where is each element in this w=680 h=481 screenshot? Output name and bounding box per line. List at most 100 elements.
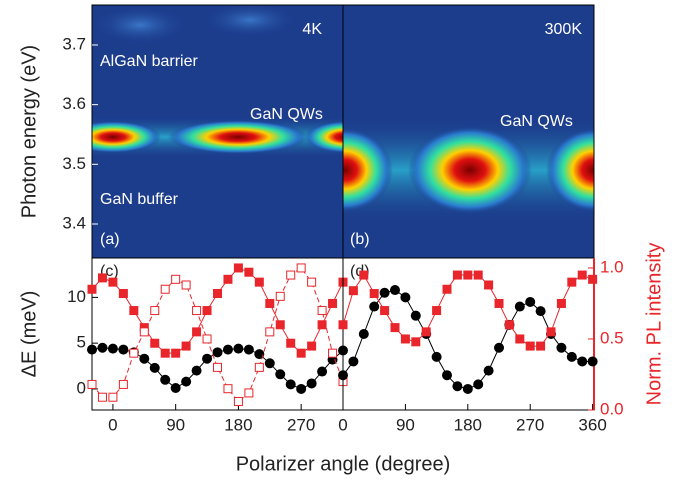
marker bbox=[160, 284, 170, 294]
marker bbox=[494, 298, 504, 308]
marker bbox=[317, 306, 327, 316]
marker bbox=[264, 358, 275, 369]
marker bbox=[87, 379, 97, 389]
marker bbox=[577, 356, 588, 367]
marker bbox=[118, 344, 129, 355]
marker bbox=[222, 344, 233, 355]
marker bbox=[170, 383, 181, 394]
marker bbox=[296, 263, 306, 273]
marker bbox=[400, 292, 411, 303]
marker bbox=[244, 388, 254, 398]
y-tick-label: 5 bbox=[77, 333, 86, 352]
marker bbox=[97, 273, 107, 283]
marker bbox=[285, 379, 296, 390]
marker bbox=[432, 306, 442, 316]
marker bbox=[202, 306, 212, 316]
marker bbox=[129, 348, 139, 358]
y2-tick-label: 0.0 bbox=[600, 399, 624, 418]
marker bbox=[390, 285, 401, 296]
marker bbox=[181, 280, 191, 290]
annotation: AlGaN barrier bbox=[100, 53, 198, 70]
marker bbox=[254, 277, 264, 287]
marker bbox=[525, 296, 536, 307]
marker bbox=[379, 287, 390, 298]
annotation: GaN buffer bbox=[100, 191, 179, 208]
marker bbox=[348, 356, 359, 367]
x-tick-label: 180 bbox=[224, 415, 252, 434]
marker bbox=[421, 327, 431, 337]
marker bbox=[213, 362, 222, 372]
marker bbox=[566, 351, 577, 362]
marker bbox=[515, 334, 525, 344]
marker bbox=[504, 320, 514, 330]
marker bbox=[494, 342, 505, 353]
marker bbox=[462, 383, 473, 394]
marker bbox=[306, 378, 317, 389]
marker bbox=[484, 280, 494, 290]
annotation: 4K bbox=[302, 21, 322, 38]
marker bbox=[380, 306, 390, 316]
marker bbox=[338, 370, 348, 381]
marker bbox=[369, 289, 379, 299]
marker bbox=[400, 334, 410, 344]
marker bbox=[587, 356, 598, 367]
marker bbox=[328, 348, 338, 358]
marker bbox=[317, 366, 328, 377]
marker bbox=[108, 392, 118, 402]
marker bbox=[275, 291, 285, 301]
marker bbox=[286, 270, 296, 280]
y2-axis-label: Norm. PL intensity bbox=[643, 243, 665, 406]
marker bbox=[410, 310, 421, 321]
marker bbox=[452, 381, 463, 392]
annotation: GaN QWs bbox=[250, 106, 323, 123]
marker bbox=[390, 323, 400, 333]
marker bbox=[233, 263, 243, 273]
marker bbox=[483, 365, 494, 376]
marker bbox=[296, 348, 306, 358]
panel-label: (a) bbox=[100, 231, 120, 248]
x-tick-label: 90 bbox=[396, 415, 415, 434]
marker bbox=[567, 277, 577, 287]
marker bbox=[525, 341, 535, 351]
marker bbox=[473, 270, 483, 280]
marker bbox=[275, 320, 285, 330]
marker bbox=[181, 341, 191, 351]
annotation: 300K bbox=[545, 21, 583, 38]
y-tick-label: 3.6 bbox=[62, 94, 86, 113]
y-tick-label: 3.7 bbox=[62, 34, 86, 53]
marker bbox=[139, 327, 149, 337]
marker bbox=[536, 341, 546, 351]
marker bbox=[212, 347, 223, 358]
x-tick-label: 0 bbox=[108, 415, 117, 434]
x-axis-label: Polarizer angle (degree) bbox=[236, 453, 451, 475]
marker bbox=[348, 286, 358, 296]
marker bbox=[369, 301, 380, 312]
marker bbox=[118, 379, 128, 389]
marker bbox=[514, 301, 525, 312]
marker bbox=[150, 306, 160, 316]
marker bbox=[171, 274, 181, 284]
marker bbox=[87, 284, 97, 294]
y-tick-label: 3.4 bbox=[62, 213, 86, 232]
marker bbox=[171, 348, 181, 358]
marker bbox=[213, 289, 222, 299]
marker bbox=[202, 353, 213, 364]
y2-tick-label: 1.0 bbox=[600, 257, 624, 276]
marker bbox=[192, 306, 202, 316]
series-line bbox=[91, 267, 344, 403]
marker bbox=[358, 329, 369, 339]
marker bbox=[139, 353, 150, 364]
marker bbox=[160, 374, 171, 385]
marker bbox=[411, 337, 421, 347]
marker bbox=[463, 270, 473, 280]
y-tick-label: 0 bbox=[77, 378, 86, 397]
x-tick-label: 0 bbox=[338, 415, 347, 434]
marker bbox=[452, 270, 462, 280]
marker bbox=[275, 369, 286, 380]
marker bbox=[535, 306, 546, 317]
marker bbox=[223, 274, 233, 284]
marker bbox=[307, 341, 317, 351]
panel-label: (b) bbox=[350, 231, 370, 248]
marker bbox=[296, 383, 307, 394]
marker bbox=[181, 376, 192, 387]
